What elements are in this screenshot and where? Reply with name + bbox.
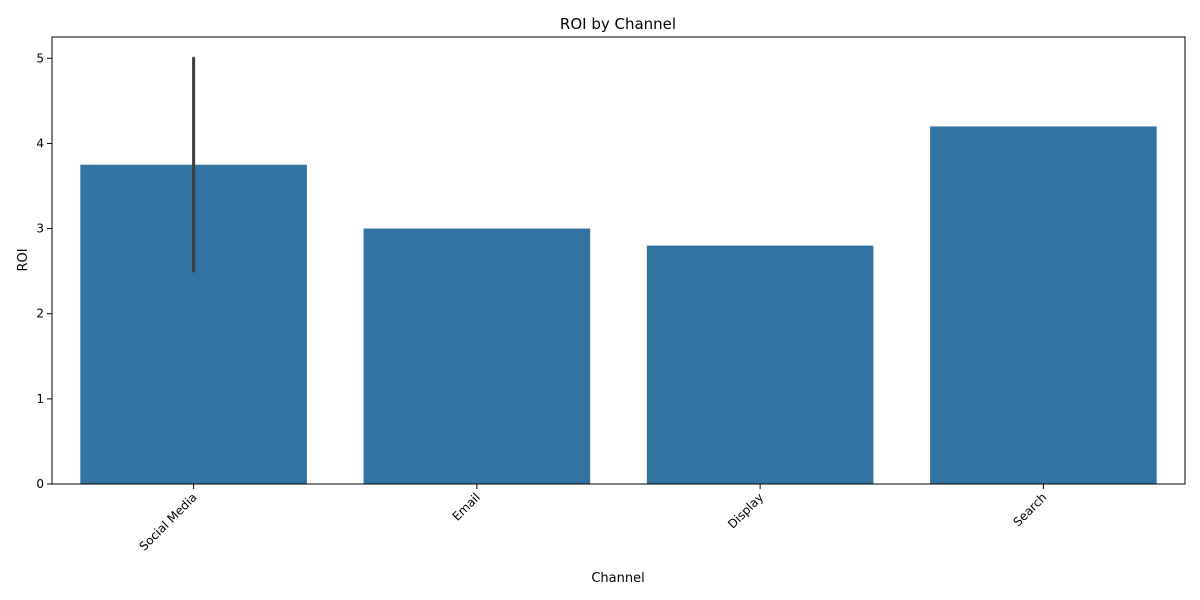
x-tick-label: Email: [450, 490, 483, 523]
y-tick-label: 0: [36, 477, 44, 491]
bar-email: [363, 228, 591, 484]
x-tick-label: Display: [725, 490, 766, 531]
x-axis-label: Channel: [591, 571, 644, 586]
plot-area: [51, 36, 1186, 485]
y-tick-label: 4: [36, 136, 44, 150]
plot-frame: [51, 36, 1186, 485]
x-tick-label: Search: [1010, 490, 1049, 529]
chart-title: ROI by Channel: [560, 15, 676, 33]
bar-display: [646, 245, 874, 484]
x-tick-label: Social Media: [137, 490, 200, 553]
x-axis: Social Media Email Display Search: [137, 484, 1049, 553]
y-tick-label: 2: [36, 307, 44, 321]
y-axis-label: ROI: [16, 248, 31, 271]
y-tick-label: 3: [36, 222, 44, 236]
bar-search: [930, 126, 1157, 485]
y-tick-label: 5: [36, 51, 44, 65]
y-axis: 0 1 2 3 4 5: [36, 51, 52, 491]
y-tick-label: 1: [36, 392, 44, 406]
